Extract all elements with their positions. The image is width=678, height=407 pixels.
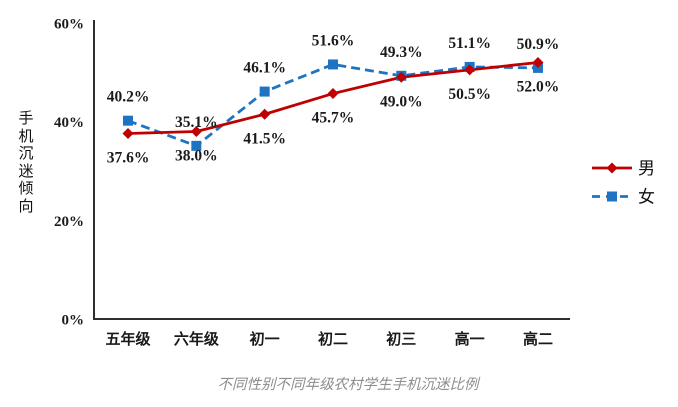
data-point-女-初一 (259, 86, 270, 97)
data-label-女-初二: 51.6% (312, 32, 355, 49)
data-point-男-五年级 (122, 128, 134, 140)
data-label-女-六年级: 35.1% (175, 114, 218, 131)
data-point-男-初二 (327, 88, 339, 100)
chart-caption: 不同性别不同年级农村学生手机沉迷比例 (217, 377, 479, 393)
legend-label-女: 女 (638, 188, 655, 207)
x-tick-label: 初二 (318, 330, 348, 348)
data-point-男-高二 (532, 56, 544, 68)
y-tick-label: 0% (62, 313, 85, 329)
data-label-男-初一: 41.5% (243, 130, 286, 147)
x-tick-label: 五年级 (105, 330, 151, 348)
legend-marker-女 (607, 191, 617, 202)
x-tick-label: 高一 (455, 330, 485, 348)
data-point-女-六年级 (191, 140, 202, 151)
data-label-男-初二: 45.7% (312, 110, 355, 127)
data-label-男-高二: 52.0% (517, 78, 560, 95)
x-tick-label: 初三 (386, 330, 416, 348)
data-label-女-高一: 51.1% (448, 35, 491, 52)
data-point-男-六年级 (190, 126, 202, 138)
y-axis-title: 手机沉迷倾向 (18, 111, 34, 215)
data-point-女-五年级 (123, 115, 133, 126)
data-label-男-五年级: 37.6% (107, 150, 150, 167)
x-tick-label: 高二 (523, 330, 553, 348)
x-tick-label: 六年级 (174, 330, 220, 348)
series-line-女 (127, 62, 539, 148)
data-label-女-初三: 49.3% (380, 44, 423, 61)
data-label-女-初一: 46.1% (243, 60, 286, 77)
data-label-男-高一: 50.5% (448, 86, 491, 103)
data-point-男-初一 (259, 108, 271, 120)
legend-marker-男 (606, 162, 618, 174)
data-point-男-初三 (395, 71, 407, 83)
y-tick-label: 60% (54, 17, 84, 33)
data-label-男-六年级: 38.0% (175, 148, 218, 165)
legend-label-男: 男 (638, 159, 655, 178)
x-tick-label: 初一 (250, 330, 280, 348)
data-point-男-高一 (464, 64, 476, 76)
y-tick-label: 40% (54, 115, 84, 131)
y-tick-label: 20% (54, 214, 84, 230)
data-label-女-五年级: 40.2% (107, 89, 150, 106)
data-label-男-初三: 49.0% (380, 93, 423, 110)
data-label-女-高二: 50.9% (517, 36, 560, 53)
data-point-女-初二 (327, 59, 338, 70)
